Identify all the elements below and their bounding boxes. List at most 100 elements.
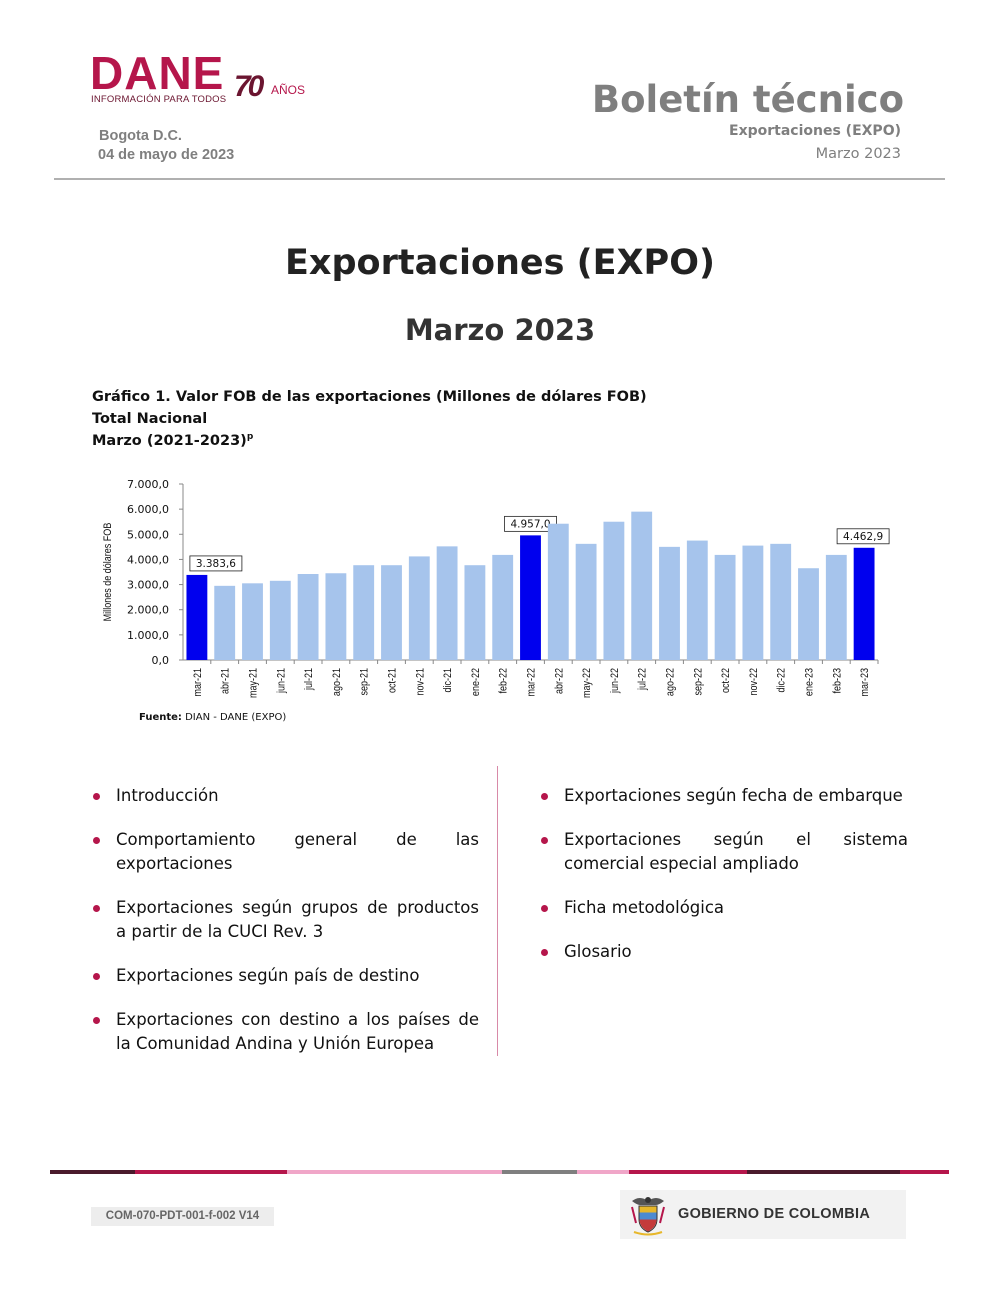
x-tick-label: ago-22 (665, 668, 677, 696)
chart-caption-period-text: Marzo (2021-2023) (92, 432, 247, 449)
bullet-icon (541, 793, 548, 800)
bar-jul-22 (631, 511, 653, 660)
data-label: 4.957,0 (510, 518, 550, 530)
contents-item: Exportaciones según país de destino (92, 964, 479, 988)
bar-jul-21 (297, 574, 319, 660)
bar-dic-21 (436, 546, 458, 660)
contents-item: Comportamiento general de las exportacio… (92, 828, 479, 876)
bar-nov-21 (408, 556, 430, 660)
column-divider (497, 766, 498, 1056)
x-tick-label: mar-23 (859, 668, 871, 697)
bulletin-title: Boletín técnico (591, 78, 904, 121)
contents-left-column: Introducción Comportamiento general de la… (92, 784, 479, 1076)
x-tick-label: jun-22 (609, 668, 621, 694)
chart-caption-superscript: p (246, 432, 254, 442)
contents-right-column: Exportaciones según fecha de embarque Exp… (540, 784, 908, 984)
bullet-icon (93, 905, 100, 912)
x-tick-label: abr-22 (554, 668, 566, 694)
x-tick-label: jun-21 (276, 668, 288, 694)
bar-ene-22 (464, 565, 486, 660)
x-tick-label: jul-21 (303, 668, 315, 691)
x-tick-label: feb-22 (498, 668, 510, 694)
chart-source: Fuente: DIAN - DANE (EXPO) (139, 712, 286, 723)
bar-oct-22 (714, 554, 736, 660)
y-tick-label: 6.000,0 (127, 503, 169, 516)
y-tick-label: 2.000,0 (127, 604, 169, 617)
contents-item: Exportaciones según fecha de embarque (540, 784, 908, 808)
x-tick-label: nov-22 (748, 668, 760, 696)
bulletin-subtitle: Exportaciones (EXPO) (729, 123, 901, 139)
bar-sep-21 (353, 565, 375, 660)
anniversary-text: AÑOS (271, 83, 306, 97)
page-title: Exportaciones (EXPO) (285, 243, 715, 283)
footer-bar-segment (502, 1170, 577, 1174)
bar-dic-22 (770, 543, 792, 660)
x-tick-label: dic-21 (442, 668, 454, 693)
bullet-icon (93, 973, 100, 980)
contents-item-label: Exportaciones según el sistema comercial… (564, 830, 908, 873)
source-text: DIAN - DANE (EXPO) (181, 712, 287, 723)
chart-caption-scope: Total Nacional (92, 411, 208, 427)
chart-caption-period: Marzo (2021-2023)p (92, 432, 253, 449)
x-tick-label: ene-22 (470, 668, 482, 696)
bullet-icon (93, 1017, 100, 1024)
x-tick-label: oct-21 (387, 668, 399, 693)
x-tick-label: jul-22 (637, 668, 649, 691)
bar-may-21 (242, 583, 263, 660)
bar-mar-21 (186, 574, 208, 660)
x-tick-label: nov-21 (415, 668, 427, 696)
bar-oct-21 (381, 565, 402, 660)
x-tick-label: feb-23 (832, 668, 844, 694)
bar-mar-22 (520, 535, 541, 660)
bulletin-period: Marzo 2023 (815, 146, 901, 162)
bar-feb-22 (492, 554, 514, 660)
x-tick-label: may-21 (248, 668, 260, 698)
footer-bar-segment (577, 1170, 629, 1174)
x-tick-label: ene-23 (804, 668, 816, 696)
exports-bar-chart: 0,0 1.000,0 2.000,0 3.000,0 4.000,0 5.000,0 6.… (102, 478, 890, 698)
contents-item-label: Glosario (564, 942, 632, 961)
footer-bar-segment (287, 1170, 502, 1174)
anniversary-number: 70 (234, 70, 264, 103)
bar-sep-22 (686, 540, 708, 660)
bar-feb-23 (825, 554, 847, 660)
footer-bar-segment (900, 1170, 949, 1174)
bullet-icon (93, 837, 100, 844)
x-tick-label: sep-21 (359, 668, 371, 696)
footer-bar-segment (747, 1170, 900, 1174)
contents-item: Exportaciones según grupos de productos … (92, 896, 479, 944)
y-tick-label: 0,0 (152, 654, 170, 667)
contents-item-label: Ficha metodológica (564, 898, 725, 917)
y-tick-label: 3.000,0 (127, 579, 169, 592)
x-tick-label: may-22 (581, 668, 593, 698)
data-label: 3.383,6 (196, 558, 236, 570)
bar-ene-23 (798, 568, 819, 660)
y-tick-label: 7.000,0 (127, 478, 169, 491)
contents-item-label: Exportaciones según fecha de embarque (564, 786, 903, 805)
bullet-icon (93, 793, 100, 800)
contents-item: Introducción (92, 784, 479, 808)
footer-bar-segment (135, 1170, 287, 1174)
location: Bogota D.C. (99, 128, 182, 144)
contents-item-label: Comportamiento general de las exportacio… (116, 830, 479, 873)
data-label: 4.462,9 (843, 531, 883, 543)
contents-item-label: Introducción (116, 786, 219, 805)
header-divider (54, 178, 945, 180)
contents-list-left: Introducción Comportamiento general de la… (92, 784, 479, 1056)
x-tick-label: oct-22 (720, 668, 732, 693)
contents-item: Exportaciones según el sistema comercial… (540, 828, 908, 876)
contents-item: Ficha metodológica (540, 896, 908, 920)
y-tick-label: 5.000,0 (127, 528, 169, 541)
colombia-coat-of-arms-icon (631, 1197, 665, 1236)
dane-logo: DANE INFORMACIÓN PARA TODOS 70 AÑOS (90, 47, 330, 112)
x-tick-label: sep-22 (693, 668, 705, 696)
publication-date: 04 de mayo de 2023 (98, 147, 235, 163)
contents-item: Exportaciones con destino a los países d… (92, 1008, 479, 1056)
footer-bar-segment (50, 1170, 135, 1174)
logo-wordmark: DANE (90, 47, 225, 99)
x-tick-label: mar-22 (526, 668, 538, 697)
x-tick-label: mar-21 (192, 668, 204, 697)
y-tick-label: 1.000,0 (127, 629, 169, 642)
bar-jun-21 (269, 580, 291, 660)
contents-item-label: Exportaciones con destino a los países d… (116, 1010, 479, 1053)
